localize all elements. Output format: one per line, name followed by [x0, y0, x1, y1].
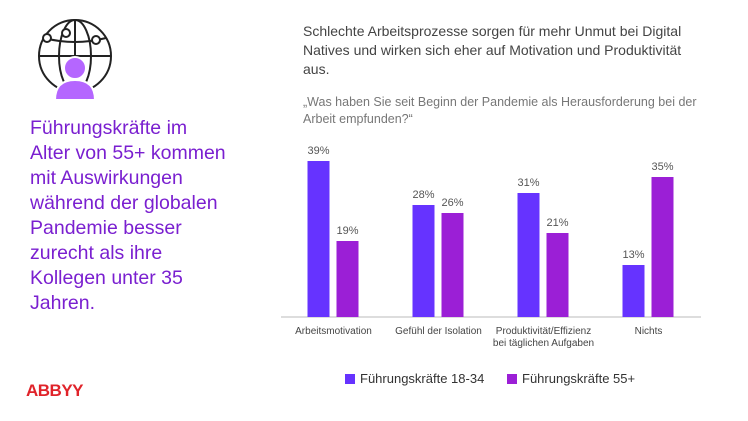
value-label: 35%: [651, 161, 673, 173]
value-label: 13%: [622, 249, 644, 261]
bar: [307, 161, 330, 317]
bar: [336, 241, 359, 317]
x-tick-label: Nichts: [634, 326, 663, 337]
legend-swatch: [345, 374, 355, 384]
value-label: 21%: [546, 217, 568, 229]
person-icon: [53, 56, 97, 101]
x-tick-label: Produktivität/Effizienz bei täglichen Au…: [492, 326, 595, 349]
bar: [651, 177, 674, 317]
value-label: 31%: [517, 177, 539, 189]
legend-label: Führungskräfte 55+: [522, 371, 636, 386]
value-label: 39%: [307, 145, 329, 157]
x-tick-label: Arbeitsmotivation: [295, 326, 372, 337]
bar: [517, 193, 540, 317]
bar: [412, 205, 435, 317]
legend-swatch: [507, 374, 517, 384]
bar: [622, 265, 645, 317]
bar: [546, 233, 569, 317]
value-label: 26%: [441, 197, 463, 209]
chart-subtitle: „Was haben Sie seit Beginn der Pandemie …: [303, 95, 697, 126]
chart-title: Schlechte Arbeitsprozesse sorgen für meh…: [303, 23, 682, 77]
legend-label: Führungskräfte 18-34: [360, 371, 485, 386]
value-label: 19%: [336, 225, 358, 237]
value-label: 28%: [412, 189, 434, 201]
side-text: Führungskräfte im Alter von 55+ kommen m…: [30, 117, 226, 314]
bar: [441, 213, 464, 317]
logo: ABBYY: [26, 381, 84, 400]
x-tick-label: Gefühl der Isolation: [395, 326, 482, 337]
